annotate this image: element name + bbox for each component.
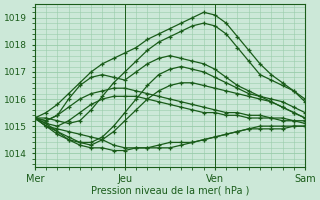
X-axis label: Pression niveau de la mer( hPa ): Pression niveau de la mer( hPa ) bbox=[91, 186, 249, 196]
